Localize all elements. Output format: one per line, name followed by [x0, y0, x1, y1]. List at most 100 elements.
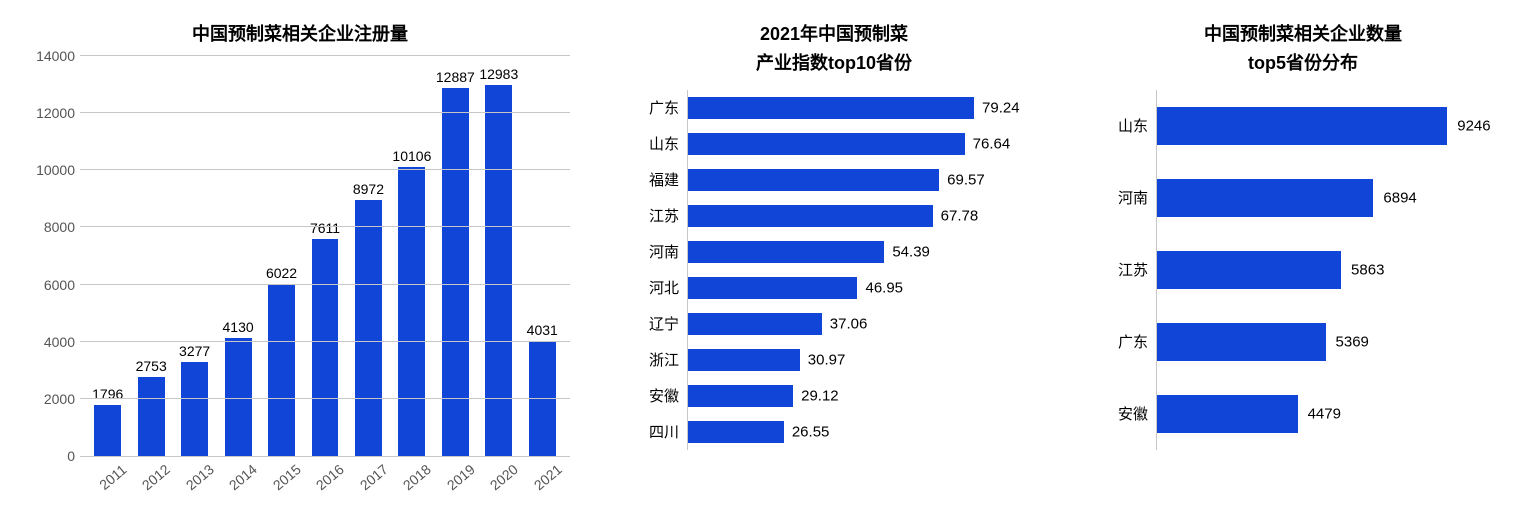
chart2-bar [688, 205, 933, 227]
chart2-row: 安徽 29.12 [629, 378, 1049, 414]
chart2-row: 江苏 67.78 [629, 198, 1049, 234]
chart1-ytick-label: 14000 [25, 48, 75, 64]
chart3-bar [1157, 179, 1373, 217]
chart3-value-label: 5369 [1336, 333, 1369, 350]
chart2-category-label: 辽宁 [629, 313, 687, 334]
chart2-category-label: 四川 [629, 421, 687, 442]
chart2-category-label: 福建 [629, 169, 687, 190]
chart3-category-label: 安徽 [1098, 403, 1156, 424]
chart1-bar [398, 167, 425, 456]
chart2-row: 辽宁 37.06 [629, 306, 1049, 342]
chart2-category-label: 江苏 [629, 205, 687, 226]
chart1-gridline [80, 112, 570, 113]
chart1-value-label: 4031 [527, 322, 558, 338]
chart2-bar [688, 97, 974, 119]
chart1-xtick-label: 2015 [265, 457, 309, 497]
chart2-bar [688, 277, 857, 299]
chart-top5-provinces: 中国预制菜相关企业数量 top5省份分布 山东9246河南6894江苏5863广… [1088, 20, 1518, 505]
chart2-category-label: 山东 [629, 133, 687, 154]
chart1-bar [268, 284, 295, 456]
chart-top10-provinces: 2021年中国预制菜 产业指数top10省份 广东79.24山东76.64福建6… [619, 20, 1049, 505]
chart1-ytick-label: 6000 [25, 277, 75, 293]
chart2-row: 浙江 30.97 [629, 342, 1049, 378]
chart2-track: 67.78 [687, 198, 1049, 234]
chart1-value-label: 7611 [310, 220, 340, 236]
chart3-row: 江苏 5863 [1098, 234, 1518, 306]
chart1-bar [138, 377, 165, 456]
chart1-xtick-label: 2018 [395, 457, 439, 497]
chart2-track: 29.12 [687, 378, 1049, 414]
chart1-value-label: 2753 [136, 358, 167, 374]
chart1-bar-group: 7611 [303, 56, 346, 456]
chart2-value-label: 30.97 [808, 351, 846, 368]
chart1-ytick-label: 10000 [25, 162, 75, 178]
chart1-ytick-label: 2000 [25, 391, 75, 407]
chart1-value-label: 12887 [436, 69, 475, 85]
chart2-track: 54.39 [687, 234, 1049, 270]
chart3-value-label: 5863 [1351, 261, 1384, 278]
chart3-row: 安徽 4479 [1098, 378, 1518, 450]
chart1-value-label: 4130 [223, 319, 254, 335]
chart2-track: 69.57 [687, 162, 1049, 198]
chart2-value-label: 76.64 [973, 135, 1011, 152]
chart2-track: 46.95 [687, 270, 1049, 306]
chart2-category-label: 广东 [629, 97, 687, 118]
chart2-track: 26.55 [687, 414, 1049, 450]
chart2-category-label: 浙江 [629, 349, 687, 370]
chart2-track: 79.24 [687, 90, 1049, 126]
chart1-gridline [80, 341, 570, 342]
chart3-track: 5863 [1156, 234, 1518, 306]
chart1-bar [485, 85, 512, 456]
chart2-bar [688, 313, 822, 335]
chart1-value-label: 12983 [479, 66, 518, 82]
chart1-plot: 1796 2753 3277 4130 6022 7611 897210106 1288712… [80, 56, 570, 457]
chart2-bar [688, 385, 793, 407]
chart2-title-line2: 产业指数top10省份 [619, 49, 1049, 78]
chart3-rows: 山东9246河南6894江苏5863广东5369安徽4479 [1098, 90, 1518, 450]
chart1-value-label: 10106 [392, 148, 431, 164]
chart2-row: 山东 76.64 [629, 126, 1049, 162]
chart3-bar [1157, 251, 1341, 289]
chart2-row: 河南54.39 [629, 234, 1049, 270]
chart2-value-label: 67.78 [941, 207, 979, 224]
chart3-bar [1157, 107, 1447, 145]
chart2-row: 广东79.24 [629, 90, 1049, 126]
chart3-track: 6894 [1156, 162, 1518, 234]
chart1-value-label: 3277 [179, 343, 210, 359]
chart1-ytick-label: 12000 [25, 105, 75, 121]
chart1-bar [355, 200, 382, 456]
chart2-value-label: 37.06 [830, 315, 868, 332]
chart1-bar [181, 362, 208, 456]
chart3-category-label: 山东 [1098, 115, 1156, 136]
chart2-title: 2021年中国预制菜 产业指数top10省份 [619, 20, 1049, 78]
chart3-category-label: 江苏 [1098, 259, 1156, 280]
chart3-track: 9246 [1156, 90, 1518, 162]
chart1-xtick-label: 2019 [439, 457, 483, 497]
chart1-xtick-label: 2017 [352, 457, 396, 497]
chart1-bar-group: 3277 [173, 56, 216, 456]
chart-registrations: 中国预制菜相关企业注册量 179627533277413060227611897… [20, 20, 580, 505]
chart3-track: 4479 [1156, 378, 1518, 450]
chart3-row: 广东5369 [1098, 306, 1518, 378]
chart2-row: 福建69.57 [629, 162, 1049, 198]
chart1-bars: 1796 2753 3277 4130 6022 7611 897210106 1288712… [80, 56, 570, 456]
chart1-gridline [80, 226, 570, 227]
chart2-bar [688, 169, 939, 191]
chart1-xtick-label: 2021 [526, 457, 570, 497]
chart3-value-label: 4479 [1308, 405, 1341, 422]
chart1-bar-group: 12983 [477, 56, 520, 456]
chart2-value-label: 29.12 [801, 387, 839, 404]
chart1-bar [442, 88, 469, 456]
chart1-value-label: 1796 [92, 386, 123, 402]
chart2-track: 37.06 [687, 306, 1049, 342]
chart1-bar-group: 8972 [347, 56, 390, 456]
chart2-category-label: 安徽 [629, 385, 687, 406]
chart3-bar [1157, 395, 1298, 433]
chart1-xtick-label: 2011 [91, 457, 135, 497]
chart1-bar-group: 4130 [216, 56, 259, 456]
chart1-bar-group: 4031 [521, 56, 564, 456]
chart2-bar [688, 421, 784, 443]
chart1-value-label: 6022 [266, 265, 297, 281]
chart2-bar [688, 241, 884, 263]
chart2-value-label: 46.95 [865, 279, 903, 296]
